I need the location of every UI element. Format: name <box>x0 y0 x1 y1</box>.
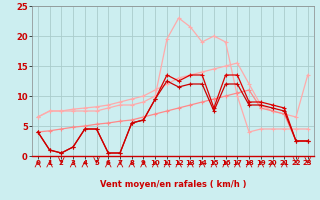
X-axis label: Vent moyen/en rafales ( km/h ): Vent moyen/en rafales ( km/h ) <box>100 180 246 189</box>
